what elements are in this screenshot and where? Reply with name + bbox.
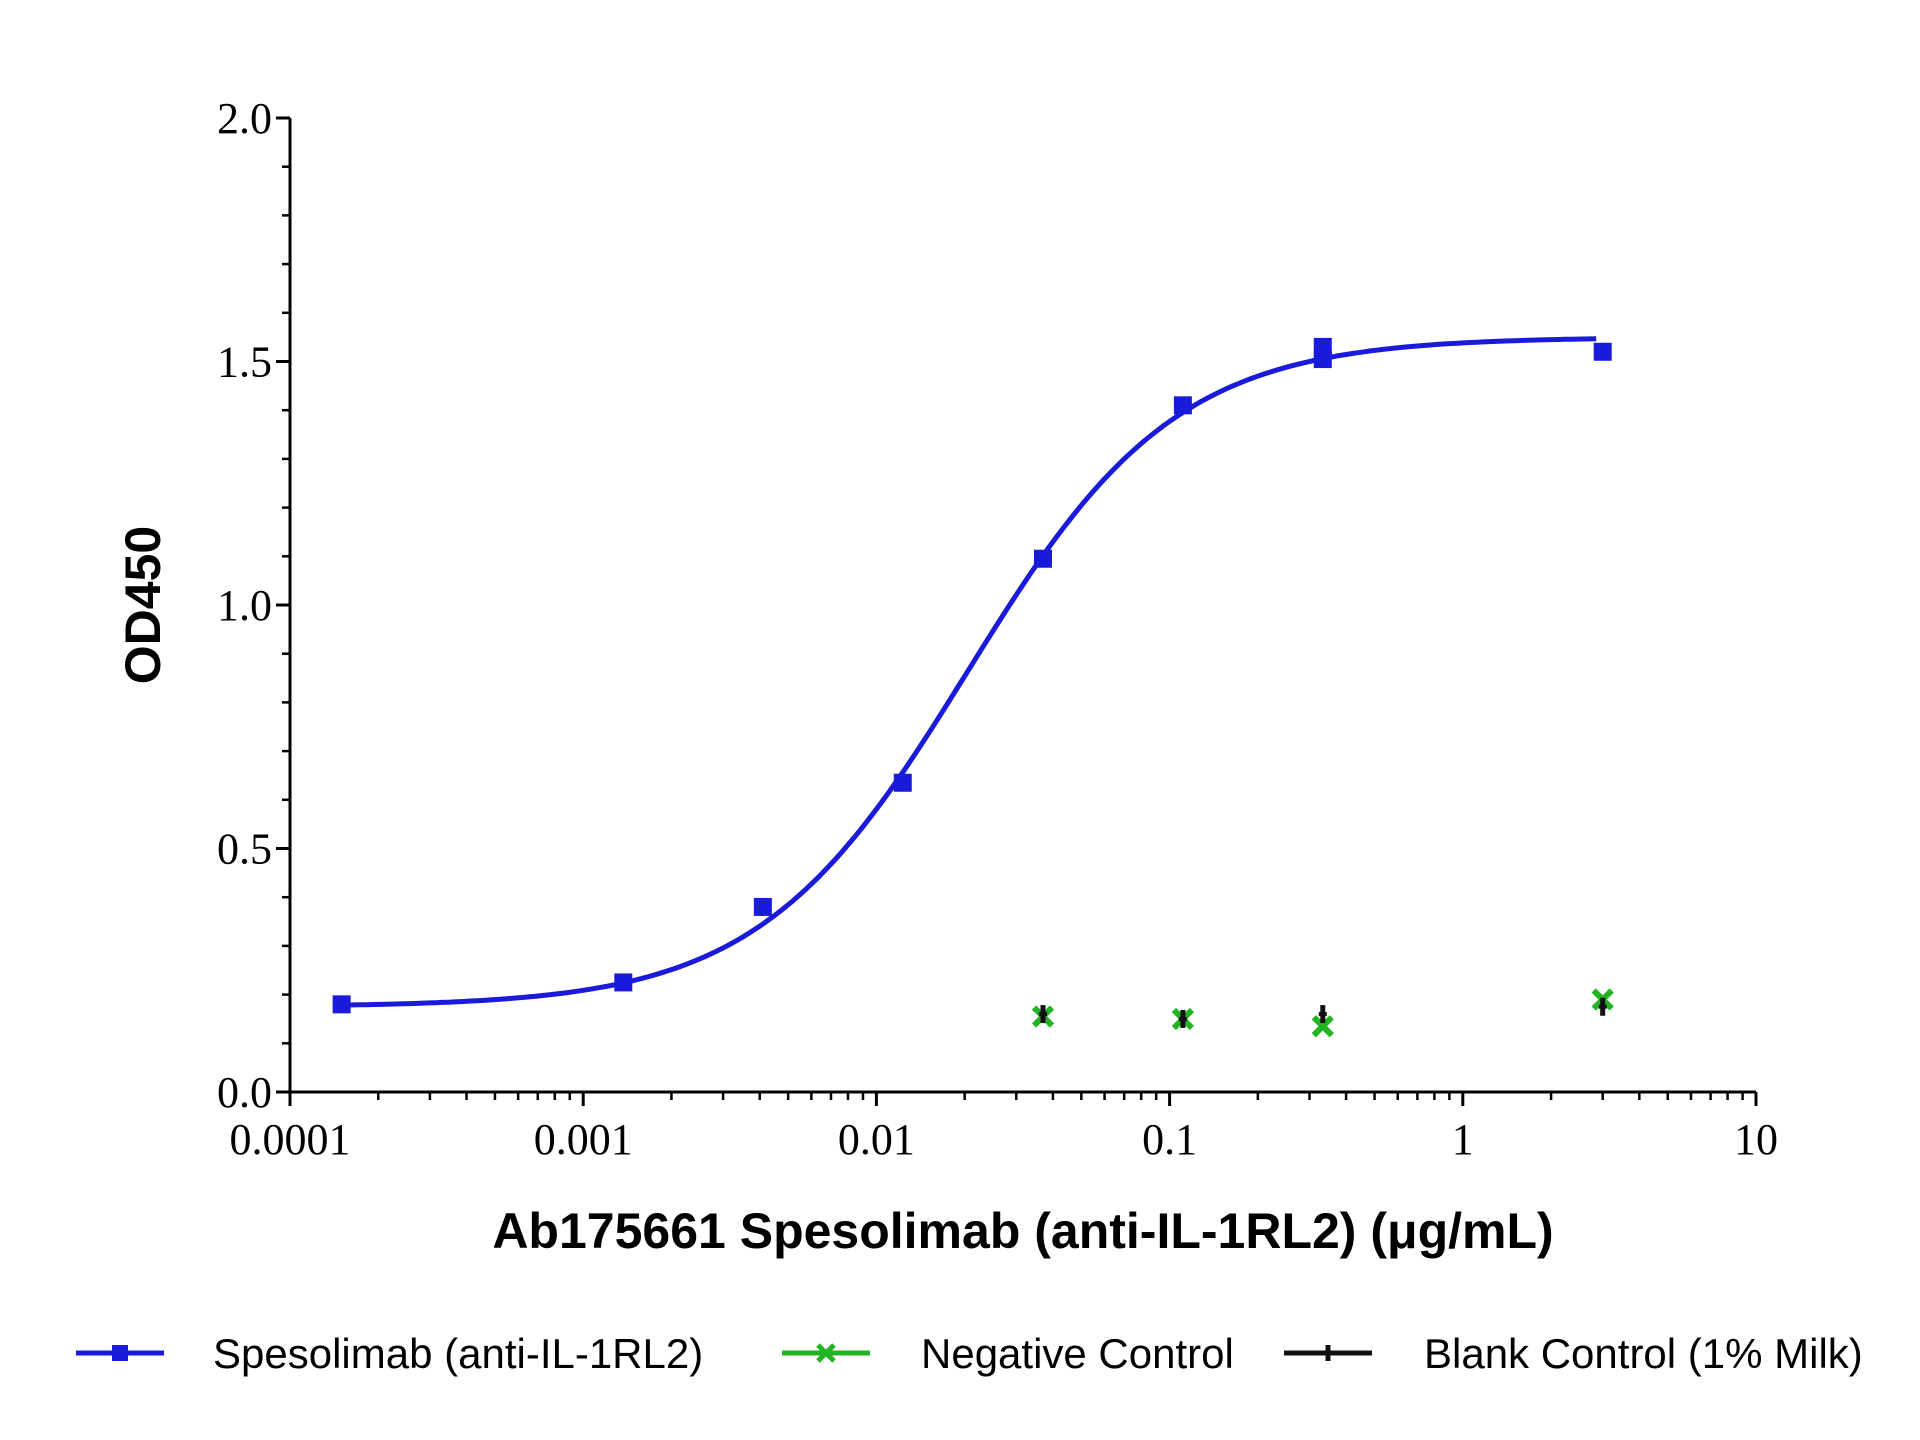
legend-entry: Negative Control bbox=[782, 1330, 1234, 1377]
legend-entry: Blank Control (1% Milk) bbox=[1284, 1330, 1863, 1377]
data-point-tick bbox=[1178, 1009, 1187, 1028]
data-point-tick bbox=[1598, 997, 1607, 1016]
data-point-tick bbox=[1038, 1005, 1047, 1024]
y-tick-label: 2.0 bbox=[217, 94, 272, 143]
y-tick-label: 1.5 bbox=[217, 338, 272, 387]
data-points bbox=[332, 337, 1614, 1038]
axes bbox=[288, 118, 1756, 1094]
x-tick-label: 0.0001 bbox=[230, 1115, 351, 1164]
legend-label: Negative Control bbox=[921, 1330, 1234, 1377]
data-point-square bbox=[1173, 396, 1192, 415]
x-tick-label: 0.1 bbox=[1142, 1115, 1197, 1164]
legend-label: Spesolimab (anti-IL-1RL2) bbox=[213, 1330, 703, 1377]
y-tick-label: 0.0 bbox=[217, 1068, 272, 1117]
fit-curve bbox=[341, 336, 1597, 1008]
data-point-square bbox=[753, 897, 772, 916]
legend-label: Blank Control (1% Milk) bbox=[1424, 1330, 1863, 1377]
data-point-square bbox=[1593, 342, 1612, 361]
tick-labels: 0.0 0.5 1.0 1.5 2.0 0.0001 0.001 0.01 0.1 1 10 bbox=[217, 94, 1778, 1164]
y-tick-label: 0.5 bbox=[217, 825, 272, 874]
legend-entry: Spesolimab (anti-IL-1RL2) bbox=[76, 1330, 703, 1377]
data-point-square bbox=[614, 973, 633, 992]
data-point-x bbox=[1311, 1015, 1334, 1038]
tick-marks bbox=[276, 116, 1758, 1106]
data-point-x-stroke bbox=[1311, 1015, 1334, 1038]
x-axis-title: Ab175661 Spesolimab (anti-IL-1RL2) (μg/m… bbox=[492, 1203, 1553, 1259]
data-point-square bbox=[1313, 337, 1332, 356]
legend-swatch-marker bbox=[112, 1345, 128, 1361]
y-tick-label: 1.0 bbox=[217, 581, 272, 630]
data-point-tick bbox=[1318, 1005, 1327, 1024]
y-axis-title: OD450 bbox=[115, 526, 171, 684]
fit-curves bbox=[341, 336, 1597, 1008]
legend-swatch-marker bbox=[816, 1343, 836, 1363]
data-point-square bbox=[332, 995, 351, 1014]
x-tick-label: 0.01 bbox=[838, 1115, 915, 1164]
x-tick-label: 1 bbox=[1452, 1115, 1474, 1164]
legend: Spesolimab (anti-IL-1RL2) Negative Contro… bbox=[76, 1330, 1863, 1377]
x-tick-label: 0.001 bbox=[534, 1115, 633, 1164]
data-point-square bbox=[1033, 549, 1052, 568]
data-point-square bbox=[893, 773, 912, 792]
x-tick-label: 10 bbox=[1734, 1115, 1778, 1164]
